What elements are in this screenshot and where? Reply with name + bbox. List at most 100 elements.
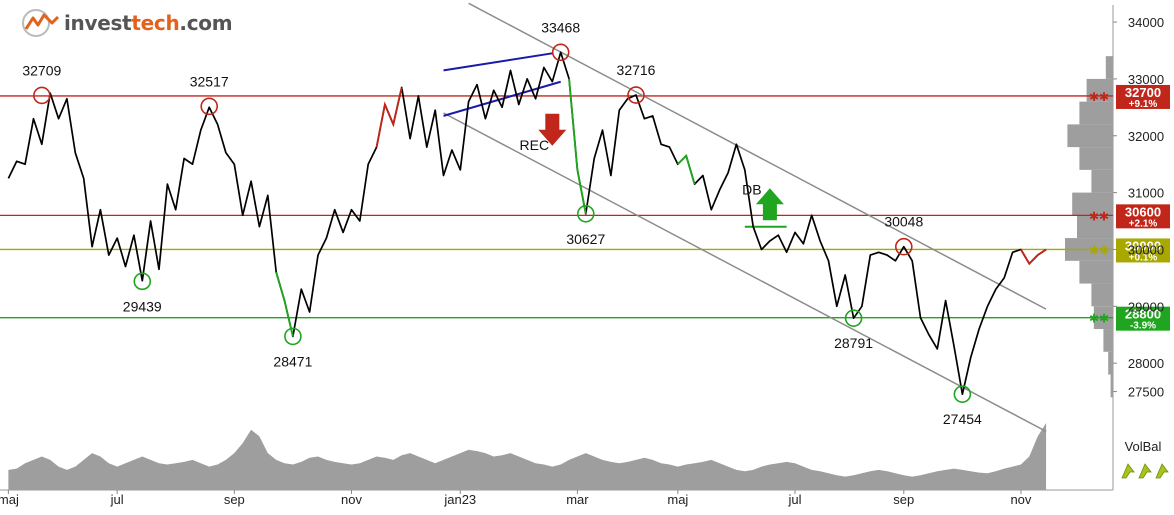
- level-marker: ✱✱: [1089, 243, 1109, 257]
- x-tick-label: jan23: [443, 492, 476, 507]
- x-tick-label: jul: [787, 492, 801, 507]
- top-circle: [33, 86, 51, 105]
- x-tick-label: sep: [224, 492, 245, 507]
- volume-profile-bar: [1067, 124, 1113, 148]
- price-segment-buy: [677, 153, 696, 185]
- top-circle: [551, 43, 570, 62]
- level-tag: 32700+9.1% ✱✱: [1089, 84, 1170, 110]
- brand-accent: tech: [131, 11, 180, 35]
- extreme-annotation: 27454: [943, 385, 982, 427]
- volume-profile-bar: [1105, 56, 1113, 79]
- buy-arrow-icon: [755, 188, 784, 221]
- level-value: 30600: [1125, 204, 1161, 219]
- extreme-annotation: 32517: [190, 73, 229, 116]
- y-tick-label: 30000: [1128, 242, 1164, 257]
- level-value: 30000: [1125, 238, 1161, 253]
- level-tag: 30600+2.1% ✱✱: [1089, 204, 1170, 229]
- volume-profile-bar: [1110, 374, 1113, 398]
- level-value: 28800: [1125, 307, 1161, 322]
- volume-profile-bar: [1091, 283, 1113, 307]
- level-tag-box: [1116, 84, 1170, 109]
- extreme-annotation: 32709: [22, 62, 62, 105]
- level-tag-box: [1116, 204, 1170, 229]
- extreme-label: 32716: [617, 62, 656, 78]
- level-change: +2.1%: [1129, 218, 1158, 229]
- x-tick-label: jul: [110, 492, 124, 507]
- price-segment-sell: [1020, 248, 1047, 266]
- extreme-label: 29439: [123, 298, 162, 314]
- volbal-arrow-icon: [1121, 463, 1135, 479]
- extreme-annotation: 29439: [123, 272, 162, 314]
- signal-db: DB: [742, 181, 784, 221]
- level-change: +0.1%: [1129, 252, 1158, 263]
- level-tag: 28800-3.9% ✱✱: [1089, 306, 1170, 332]
- x-tick-label: mar: [566, 492, 589, 507]
- y-tick-label: 31000: [1128, 186, 1164, 201]
- extreme-label: 32517: [190, 73, 229, 89]
- bottom-circle: [953, 385, 972, 403]
- x-tick-label: sep: [893, 492, 914, 507]
- extreme-label: 30627: [566, 231, 605, 247]
- brand-prefix: invest: [64, 11, 132, 35]
- volume-profile: [1065, 56, 1113, 398]
- level-marker: ✱✱: [1089, 312, 1109, 326]
- volume-profile-bar: [1079, 260, 1113, 284]
- volbal-arrow-icon: [1138, 463, 1152, 479]
- price-segment-buy: [568, 78, 587, 214]
- investtech-logo: investtech.com: [22, 6, 233, 40]
- top-circle: [627, 86, 645, 104]
- y-tick-label: 32000: [1128, 129, 1164, 144]
- level-tag-box: [1116, 238, 1170, 263]
- level-marker: ✱✱: [1089, 209, 1109, 223]
- wedge-bottom: [443, 80, 561, 117]
- bottom-circle: [133, 272, 152, 291]
- level-value: 32700: [1125, 85, 1161, 100]
- volume-profile-bar: [1079, 101, 1113, 125]
- volume-profile-bar: [1079, 147, 1113, 170]
- signal-rec: REC: [520, 113, 567, 153]
- extreme-label: 28471: [273, 353, 312, 369]
- logo-chart-icon: [22, 9, 60, 37]
- trend-channel-lower: [443, 112, 1047, 433]
- x-tick-label: maj: [0, 492, 19, 507]
- volbal-indicator: VolBal: [1121, 439, 1169, 479]
- extreme-annotation: 28471: [273, 327, 313, 369]
- volbal-label: VolBal: [1125, 439, 1162, 454]
- signal-label: REC: [520, 137, 550, 153]
- volume-profile-bar: [1091, 169, 1113, 193]
- level-marker: ✱✱: [1089, 90, 1109, 104]
- level-tag: 30000+0.1% ✱✱: [1089, 238, 1170, 263]
- volbal-arrow-icon: [1155, 463, 1169, 479]
- bottom-circle: [284, 327, 302, 346]
- signal-label: DB: [742, 181, 761, 197]
- extreme-label: 30048: [884, 214, 923, 230]
- trend-channel-upper: [468, 2, 1047, 310]
- level-change: +9.1%: [1129, 99, 1158, 110]
- level-tag-box: [1116, 306, 1170, 331]
- y-tick-label: 29000: [1128, 299, 1164, 314]
- x-tick-label: nov: [341, 492, 362, 507]
- volume-profile-bar: [1103, 329, 1113, 352]
- extreme-annotation: 32716: [617, 62, 656, 104]
- extreme-annotation: 30048: [884, 214, 923, 256]
- volume-profile-bar: [1072, 192, 1113, 216]
- extreme-annotation: 30627: [566, 205, 605, 247]
- y-tick-label: 34000: [1128, 15, 1164, 30]
- wedge-top: [443, 52, 553, 72]
- extreme-annotation: 33468: [541, 19, 580, 62]
- y-tick-label: 28000: [1128, 356, 1164, 371]
- brand-suffix: .com: [179, 11, 233, 35]
- price-series-line: [7, 51, 1047, 396]
- brand-name: investtech.com: [64, 11, 233, 35]
- bottom-circle: [576, 205, 595, 223]
- level-change: -3.9%: [1130, 321, 1156, 332]
- x-tick-label: maj: [667, 492, 688, 507]
- bottom-circle: [844, 309, 863, 327]
- x-tick-label: nov: [1010, 492, 1031, 507]
- extreme-annotation: 28791: [834, 309, 873, 351]
- extreme-label: 28791: [834, 335, 873, 351]
- price-segment-buy: [275, 271, 294, 337]
- extreme-label: 27454: [943, 411, 982, 427]
- extreme-label: 32709: [22, 62, 61, 78]
